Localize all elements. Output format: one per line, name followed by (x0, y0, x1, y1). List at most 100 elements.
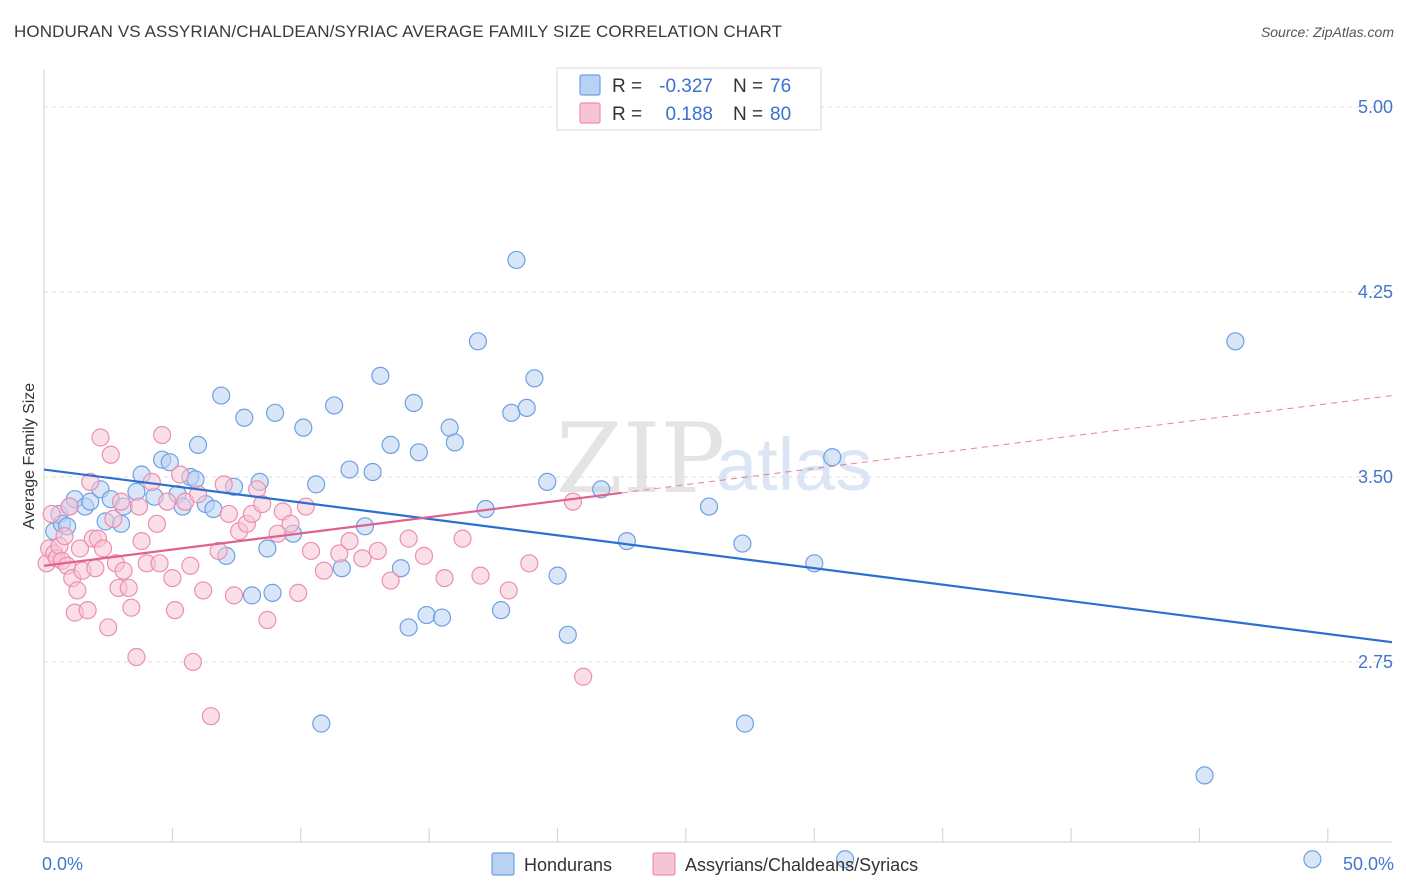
assyrian-point (301, 541, 321, 561)
honduran-point (468, 332, 488, 351)
honduran-point (363, 462, 382, 482)
honduran-point (340, 460, 359, 479)
assyrian-point (101, 445, 120, 464)
honduran-point (592, 480, 611, 499)
assyrian-point (289, 583, 308, 602)
honduran-point (204, 499, 223, 519)
y-tick-label: 4.25 (1358, 282, 1393, 302)
honduran-point (404, 393, 423, 413)
assyrian-point (70, 539, 90, 558)
honduran-point (835, 850, 855, 869)
assyrian-point (368, 541, 387, 561)
assyrian-point (563, 492, 583, 511)
assyrian-point (68, 581, 87, 600)
assyrian-point (147, 514, 167, 533)
bottom-legend-label-hondurans: Hondurans (524, 855, 612, 875)
assyrian-point (296, 497, 315, 516)
y-tick-label: 3.50 (1358, 467, 1393, 487)
honduran-point (325, 396, 344, 415)
y-tick-label: 5.00 (1358, 97, 1393, 117)
bottom-legend-swatch-hondurans (491, 852, 515, 876)
assyrian-point (381, 571, 400, 590)
honduran-point (391, 559, 410, 578)
legend-swatch-assyrians (579, 102, 601, 124)
assyrian-point (340, 531, 359, 551)
x-tick-label-min: 0.0% (42, 854, 83, 874)
assyrian-trend-line-extension (621, 395, 1393, 494)
assyrian-point (132, 531, 151, 551)
honduran-point (617, 531, 636, 551)
trend-lines (43, 395, 1393, 644)
x-tick-labels: 0.0% 50.0% (42, 854, 1394, 874)
assyrian-point (78, 601, 97, 620)
assyrian-point (42, 504, 61, 524)
honduran-point (558, 625, 577, 644)
honduran-point (371, 366, 390, 385)
y-tick-labels: 2.75 3.50 4.25 5.00 (1358, 97, 1393, 672)
honduran-point (699, 497, 719, 516)
assyrian-point (330, 544, 349, 563)
legend-n-value-1: 76 (770, 76, 791, 97)
honduran-point (265, 403, 285, 422)
assyrian-point (165, 601, 185, 620)
series-legend: Hondurans Assyrians/Chaldeans/Syriacs (491, 852, 918, 876)
assyrian-point (163, 568, 182, 588)
assyrian-point (253, 494, 272, 514)
assyrian-point (114, 561, 133, 580)
watermark: ZIP atlas (556, 403, 872, 515)
assyrian-point (201, 707, 220, 726)
honduran-point (381, 435, 400, 455)
watermark-atlas: atlas (716, 423, 872, 506)
gridlines (44, 106, 1392, 663)
honduran-point (491, 601, 511, 620)
honduran-point (538, 472, 557, 491)
honduran-point (160, 453, 179, 472)
x-tick-label-max: 50.0% (1343, 854, 1394, 874)
honduran-point (733, 534, 752, 553)
honduran-point (823, 448, 842, 467)
y-tick-label: 2.75 (1358, 652, 1393, 672)
assyrian-point (499, 581, 518, 600)
legend-r-value-2: 0.188 (665, 104, 713, 125)
assyrian-point (574, 667, 593, 686)
assyrian-point (86, 559, 105, 578)
axes (43, 70, 1392, 843)
assyrian-point (60, 497, 79, 516)
honduran-point (1195, 766, 1214, 785)
legend-box (556, 67, 822, 131)
assyrian-point (55, 527, 74, 546)
honduran-point (307, 475, 326, 494)
watermark-zip: ZIP (556, 403, 725, 515)
honduran-point (432, 608, 452, 627)
assyrian-point (122, 598, 141, 617)
assyrian-point (414, 546, 434, 565)
assyrian-point (224, 586, 244, 605)
honduran-point (507, 250, 526, 270)
assyrian-point (181, 556, 200, 575)
honduran-point (332, 559, 351, 578)
legend-swatch-hondurans (579, 74, 601, 96)
honduran-point (242, 586, 262, 605)
assyrian-point (104, 509, 123, 528)
assyrian-point (153, 425, 172, 445)
legend-r-value-1: -0.327 (659, 76, 713, 97)
assyrian-point (127, 647, 146, 667)
y-axis-title: Average Family Size (21, 383, 38, 530)
honduran-point (312, 714, 331, 733)
chart-title: HONDURAN VS ASSYRIAN/CHALDEAN/SYRIAC AVE… (14, 22, 783, 41)
assyrian-point (209, 541, 228, 561)
honduran-point (186, 470, 205, 489)
honduran-point (294, 418, 313, 437)
assyrian-point (170, 465, 190, 484)
assyrian-point (99, 618, 118, 637)
honduran-point (263, 583, 282, 602)
assyrian-point (158, 492, 177, 511)
legend-n-value-2: 80 (770, 104, 791, 125)
correlation-legend: R = -0.327 N = 76 R = 0.188 N = 80 (556, 67, 822, 131)
honduran-point (81, 492, 100, 511)
honduran-point (235, 408, 254, 427)
honduran-point (1226, 332, 1245, 351)
assyrian-point (281, 514, 300, 533)
legend-r-label-1: R = (612, 76, 642, 97)
